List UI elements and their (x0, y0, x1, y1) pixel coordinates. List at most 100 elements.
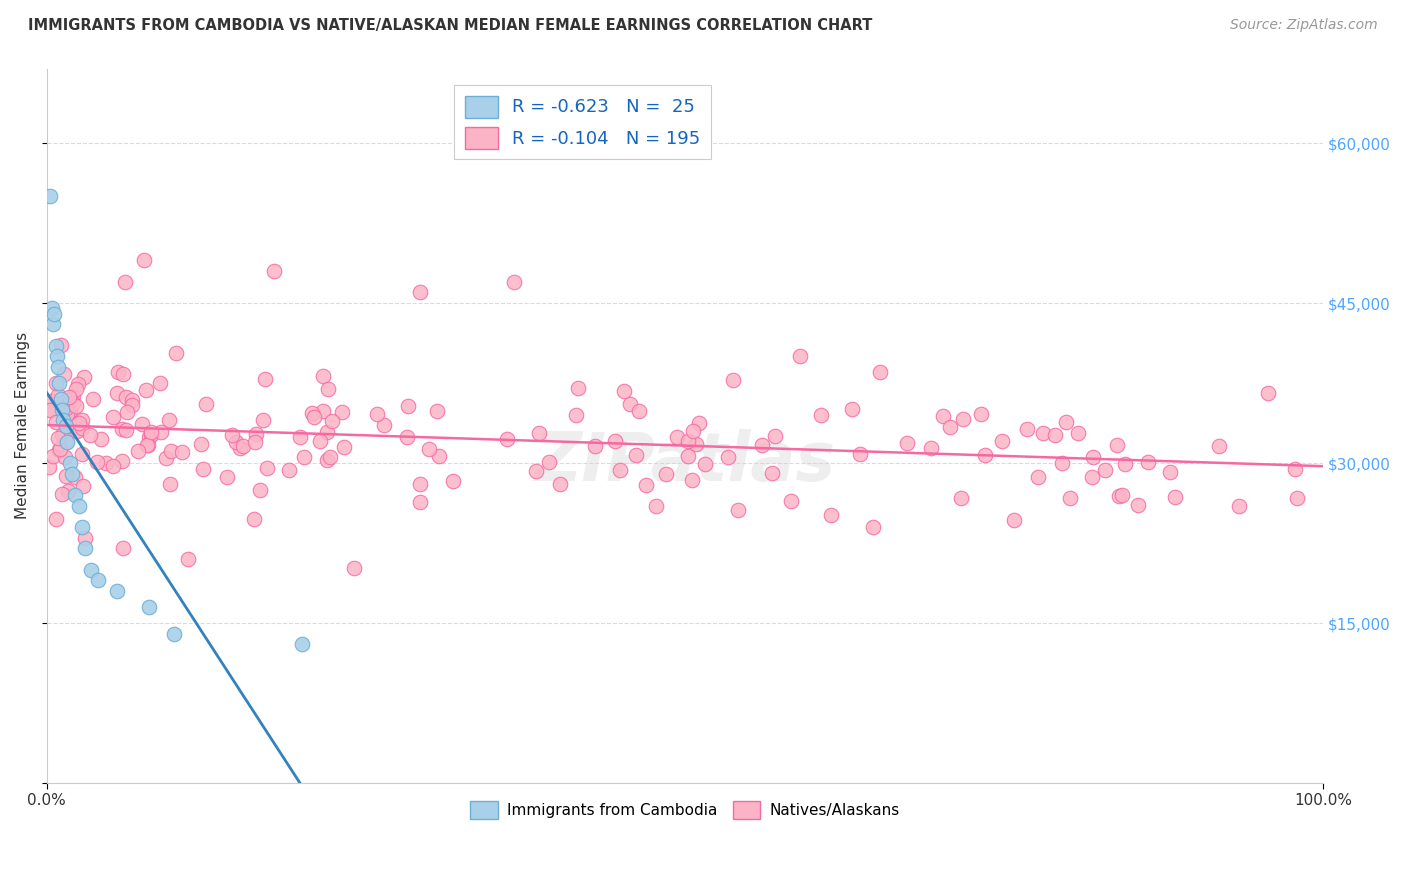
Point (53, 450, 76, 464)
Point (51, 402, 73, 417)
Point (245, 426, 267, 441)
Point (73, 369, 96, 384)
Point (418, 442, 440, 456)
Point (1107, 437, 1129, 451)
Point (278, 463, 301, 477)
Point (252, 413, 274, 427)
Point (51, 486, 73, 500)
Point (426, 404, 449, 418)
Point (524, 464, 547, 478)
Point (191, 462, 214, 476)
Point (75, 531, 97, 545)
Point (138, 438, 160, 452)
Point (66, 376, 89, 391)
Point (176, 552, 198, 566)
Point (112, 367, 135, 381)
Point (87, 574, 110, 588)
Point (38, 459, 60, 474)
Point (695, 457, 717, 471)
Point (613, 384, 636, 399)
Point (333, 440, 356, 454)
Point (72, 520, 94, 534)
Point (583, 440, 606, 454)
Point (56, 403, 79, 417)
Point (634, 478, 657, 492)
Point (763, 429, 786, 443)
Point (58, 484, 80, 499)
Point (565, 408, 588, 422)
Point (312, 368, 335, 383)
Point (688, 417, 710, 431)
Point (45, 350, 67, 364)
Point (952, 412, 974, 426)
Point (1045, 428, 1067, 442)
Point (232, 439, 254, 453)
Point (301, 406, 323, 420)
Point (292, 450, 315, 464)
Point (190, 436, 212, 450)
Point (950, 491, 973, 506)
Point (309, 434, 332, 448)
Point (1137, 455, 1160, 469)
Point (59, 456, 82, 470)
Point (56, 407, 79, 421)
Point (1081, 450, 1104, 464)
Point (1067, 426, 1090, 441)
Point (45, 511, 67, 525)
Point (121, 398, 143, 412)
Point (256, 461, 278, 475)
Point (395, 430, 418, 444)
Point (1111, 488, 1133, 502)
Point (1002, 513, 1025, 527)
Point (1164, 490, 1187, 504)
Point (165, 346, 187, 360)
Point (82, 392, 104, 406)
Point (157, 413, 180, 427)
Point (60, 467, 83, 481)
Point (58, 390, 80, 404)
Point (751, 437, 773, 451)
Point (655, 467, 678, 482)
Point (67, 416, 90, 430)
Point (41, 301, 63, 316)
Point (920, 441, 942, 455)
Point (111, 454, 134, 468)
Point (70, 413, 93, 427)
Point (1159, 465, 1181, 479)
Point (1032, 425, 1054, 440)
Point (609, 463, 631, 477)
Point (302, 410, 325, 425)
Point (159, 477, 181, 491)
Point (56, 434, 79, 449)
Point (727, 502, 749, 516)
Text: IMMIGRANTS FROM CAMBODIA VS NATIVE/ALASKAN MEDIAN FEMALE EARNINGS CORRELATION CH: IMMIGRANTS FROM CAMBODIA VS NATIVE/ALASK… (28, 18, 873, 33)
Point (52, 413, 75, 427)
Point (195, 397, 218, 411)
Point (149, 425, 172, 439)
Point (721, 373, 744, 387)
Point (321, 414, 343, 428)
Point (111, 422, 134, 436)
Legend: Immigrants from Cambodia, Natives/Alaskans: Immigrants from Cambodia, Natives/Alaska… (464, 795, 905, 825)
Point (1286, 491, 1309, 505)
Point (1114, 457, 1136, 471)
Point (80, 563, 103, 577)
Point (49, 392, 72, 406)
Point (1227, 499, 1250, 513)
Point (396, 399, 419, 413)
Point (67, 499, 90, 513)
Point (42, 318, 65, 332)
Point (409, 476, 432, 491)
Point (1059, 491, 1081, 506)
Point (66, 425, 89, 439)
Point (111, 541, 134, 556)
Point (221, 427, 243, 442)
Point (290, 430, 312, 444)
Point (48, 376, 70, 391)
Point (242, 512, 264, 526)
Point (319, 450, 342, 464)
Point (1081, 469, 1104, 483)
Point (263, 264, 285, 278)
Point (779, 494, 801, 508)
Point (138, 430, 160, 444)
